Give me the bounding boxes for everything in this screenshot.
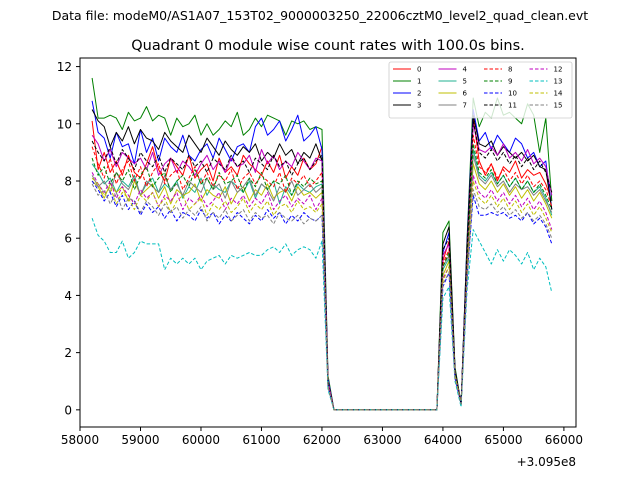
x-tick-label: 60000 [182,433,220,447]
legend-label-14: 14 [554,90,563,98]
chart-title: Quadrant 0 module wise count rates with … [131,38,525,54]
y-tick-label: 6 [64,232,72,246]
series-line-15 [91,183,553,411]
y-tick-label: 12 [57,60,72,74]
legend-label-0: 0 [417,66,421,74]
x-axis: 58000 59000 60000 61000 62000 63000 64000 65000… [61,427,583,447]
legend-label-12: 12 [554,66,563,74]
series-line-12 [91,172,553,411]
series-line-5 [91,149,553,411]
series-layer [91,77,553,411]
legend-label-2: 2 [417,90,421,98]
x-offset-text: +3.095e8 [517,455,576,469]
legend-frame [388,61,573,119]
y-tick-label: 8 [64,175,72,189]
series-line-14 [91,177,553,411]
plot-frame [79,57,577,428]
legend-label-3: 3 [417,102,421,110]
x-tick-label: 62000 [303,433,341,447]
series-line-13 [91,218,553,411]
legend-label-10: 10 [508,90,517,98]
series-line-2 [91,100,553,411]
plot-area [79,57,577,428]
legend-label-15: 15 [554,102,563,110]
y-tick-label: 0 [64,403,72,417]
x-tick-label: 61000 [242,433,280,447]
legend-label-7: 7 [463,102,467,110]
y-tick-label: 10 [57,117,72,131]
chart-suptitle: Data file: modeM0/AS1A07_153T02_90000032… [52,8,588,23]
y-tick-label: 2 [64,346,72,360]
legend-label-13: 13 [554,78,563,86]
series-line-8 [91,134,553,411]
legend-label-4: 4 [463,66,468,74]
x-tick-label: 64000 [424,433,462,447]
x-tick-label: 63000 [363,433,401,447]
series-line-10 [91,180,553,411]
legend-label-6: 6 [463,90,468,98]
legend-label-9: 9 [508,78,512,86]
series-line-11 [91,120,553,411]
x-tick-label: 58000 [61,433,99,447]
legend-label-5: 5 [463,78,467,86]
y-axis: 0 2 4 6 8 10 12 [57,60,80,417]
legend-label-8: 8 [508,66,512,74]
x-tick-label: 59000 [121,433,159,447]
x-tick-label: 66000 [545,433,583,447]
legend-label-1: 1 [417,78,421,86]
x-tick-label: 65000 [484,433,522,447]
legend-label-11: 11 [508,102,517,110]
series-line-9 [91,143,553,411]
y-tick-label: 4 [64,289,72,303]
